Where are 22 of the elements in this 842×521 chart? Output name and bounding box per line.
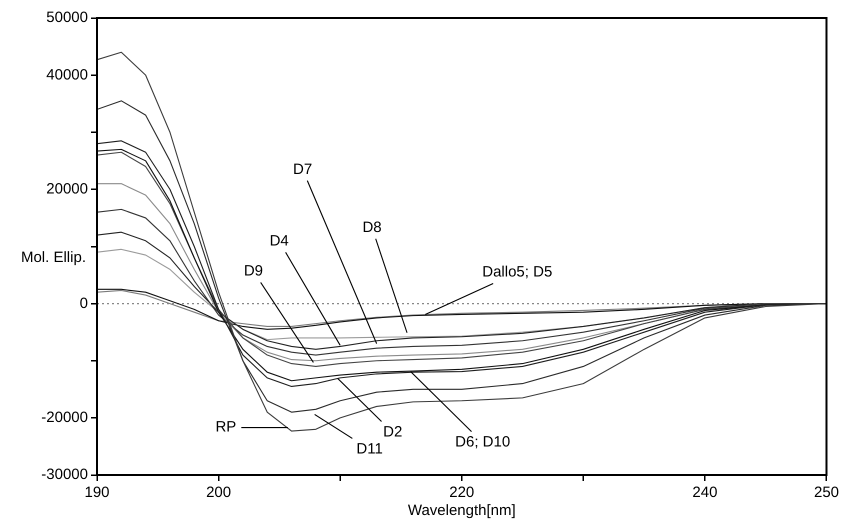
y-tick-label: -30000 xyxy=(41,466,88,484)
y-tick-label: 50000 xyxy=(46,9,88,26)
x-tick-label: 240 xyxy=(692,484,718,502)
annotation: D6; D10 xyxy=(455,434,510,451)
y-tick-label: 20000 xyxy=(46,180,88,198)
annotation: D8 xyxy=(362,218,382,236)
y-tick-label: -20000 xyxy=(41,409,88,426)
annotation: D7 xyxy=(293,160,312,178)
x-tick-label: 250 xyxy=(814,484,839,502)
x-axis-title: Wavelength[nm] xyxy=(408,502,516,520)
annotation: Dallo5; D5 xyxy=(482,264,552,281)
annotation: D4 xyxy=(270,232,289,250)
annotation: D9 xyxy=(244,262,264,280)
x-tick-label: 190 xyxy=(84,484,110,502)
x-tick-label: 220 xyxy=(449,484,474,502)
annotation: RP xyxy=(215,418,236,436)
y-tick-label: 0 xyxy=(80,294,88,312)
y-tick-label: 40000 xyxy=(46,66,88,84)
x-tick-label: 200 xyxy=(206,484,232,502)
y-axis-title: Mol. Ellip. xyxy=(20,249,86,266)
annotation: D11 xyxy=(356,440,383,458)
annotation: D2 xyxy=(383,424,402,441)
